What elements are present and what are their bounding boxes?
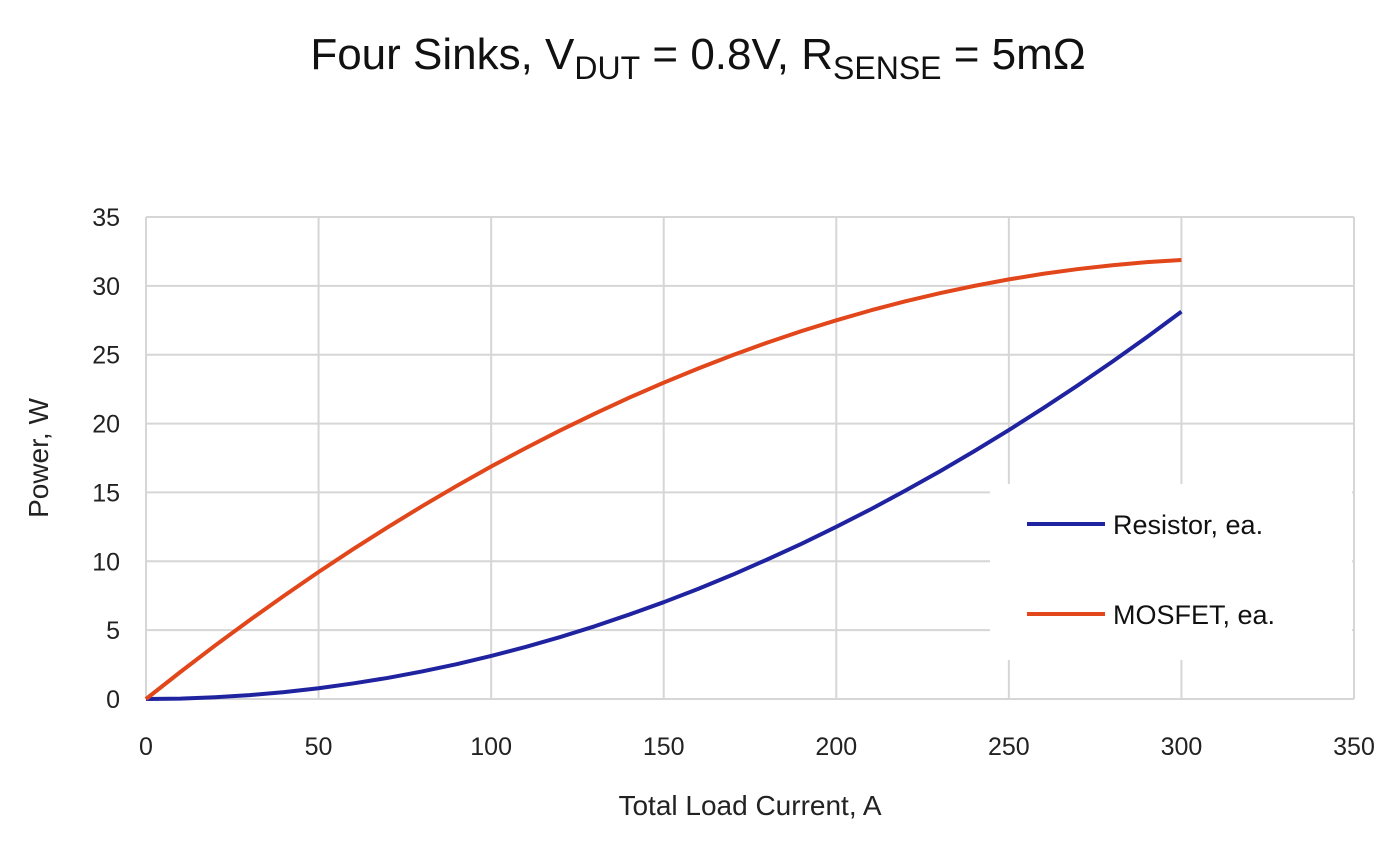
series-lines: [144, 257, 1183, 701]
y-tick-label: 25: [92, 342, 120, 370]
y-tick-label: 0: [106, 686, 120, 714]
series-line-0: [145, 310, 1183, 701]
chart-title: Four Sinks, VDUT = 0.8V, RSENSE = 5mΩ: [0, 30, 1396, 87]
x-tick-label: 0: [139, 733, 153, 761]
x-tick-label: 50: [305, 733, 333, 761]
y-axis-label: Power, W: [23, 398, 54, 518]
title-part: = 0.8V, R: [640, 30, 834, 79]
title-part: Four Sinks, V: [310, 30, 575, 79]
series-line-1: [144, 257, 1182, 701]
legend-box: [990, 484, 1352, 660]
title-part: = 5mΩ: [941, 30, 1086, 79]
x-tick-label: 300: [1161, 733, 1203, 761]
tick-labels: 0 50 100 150 200 250 300 350 0 5 10 15 20 25 30 35: [92, 204, 1375, 761]
title-subscript-dut: DUT: [574, 50, 641, 86]
x-tick-label: 100: [470, 733, 512, 761]
x-tick-label: 350: [1333, 733, 1375, 761]
legend-label: Resistor, ea.: [1113, 510, 1263, 540]
y-tick-label: 30: [92, 273, 120, 301]
x-tick-label: 200: [815, 733, 857, 761]
title-subscript-sense: SENSE: [833, 50, 942, 86]
legend: Resistor, ea. MOSFET, ea.: [1027, 510, 1275, 630]
x-axis-label: Total Load Current, A: [618, 790, 881, 821]
y-tick-label: 35: [92, 204, 120, 232]
y-tick-label: 20: [92, 411, 120, 439]
x-tick-label: 150: [643, 733, 685, 761]
y-tick-label: 5: [106, 617, 120, 645]
x-tick-label: 250: [988, 733, 1030, 761]
y-tick-label: 15: [92, 479, 120, 507]
y-tick-label: 10: [92, 548, 120, 576]
legend-label: MOSFET, ea.: [1113, 600, 1275, 630]
